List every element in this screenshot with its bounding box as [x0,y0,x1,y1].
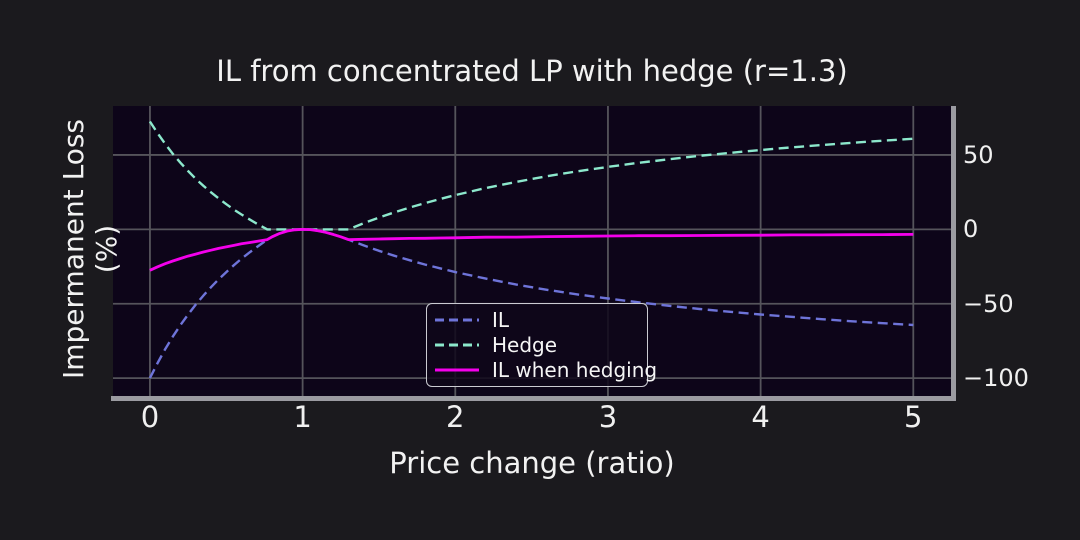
x-tick-label: 4 [751,400,770,434]
y-axis-label: Impermanent Loss (%) [57,119,123,379]
chart-title: IL from concentrated LP with hedge (r=1.… [216,54,848,88]
x-tick-label: 3 [598,400,618,434]
legend-item-hedge: Hedge [435,332,639,357]
y-tick-label: 0 [963,215,979,244]
x-tick-label: 2 [446,400,465,434]
il-hedged-line-swatch [435,368,479,372]
x-axis-spine [111,396,956,401]
legend-label-il: IL [492,307,510,332]
legend-label-hedge: Hedge [492,332,558,357]
x-tick-label: 0 [140,400,160,434]
hedge-curve [148,120,914,231]
y-axis-spine [951,106,956,401]
legend-label-il-when-hedging: IL when hedging [492,358,658,383]
x-tick-label: 1 [293,400,312,434]
y-tick-label: −100 [963,364,1029,393]
il-hedged-curve [149,228,914,272]
legend: IL Hedge IL when hedging [426,303,657,387]
legend-item-il-when-hedging: IL when hedging [435,358,657,383]
x-tick-label: 5 [904,400,923,434]
legend-item-il: IL [435,307,639,332]
y-tick-label: −50 [963,289,1014,318]
hedge-line-swatch [435,343,479,347]
il-line-swatch [435,318,479,322]
x-axis-label: Price change (ratio) [389,446,675,480]
y-tick-label: 50 [963,140,994,169]
